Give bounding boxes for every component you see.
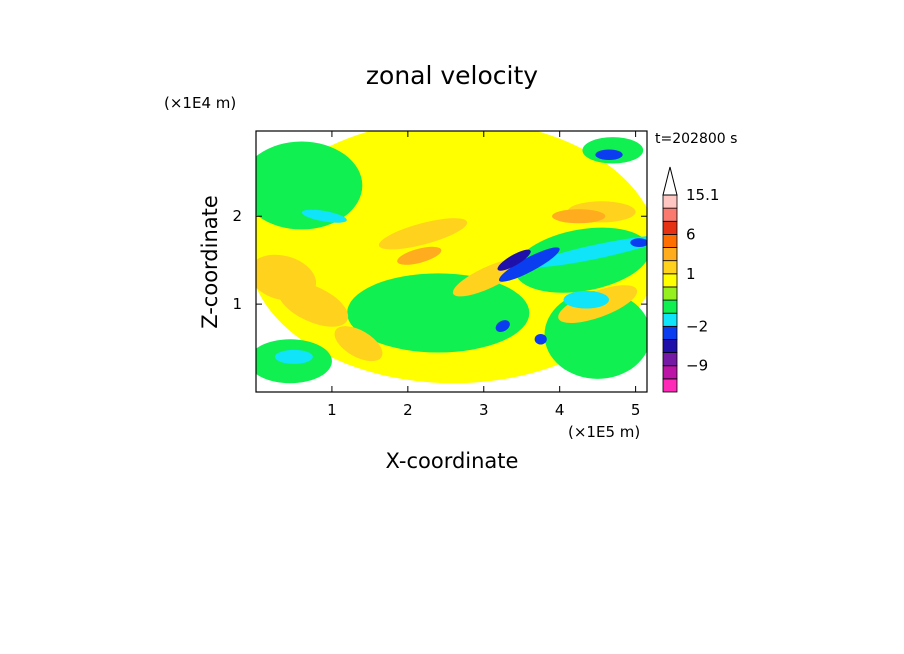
y-axis-label: Z-coordinate [198,195,222,329]
colorbar-extend-arrow [662,166,678,196]
y-tick-label-0: 1 [232,295,242,313]
field-region-12 [378,218,468,250]
colorbar-swatch-7 [662,286,678,301]
colorbar-swatch-4 [662,325,678,340]
colorbar-label-4: −9 [686,357,708,375]
field-region-8 [334,326,383,362]
colorbar-swatch-13 [662,207,678,222]
colorbar-swatch-14 [662,194,678,209]
colorbar-label-3: −2 [686,317,708,335]
x-tick-label-2: 3 [479,401,489,419]
x-tick-label-1: 2 [403,401,413,419]
field-region-7 [277,281,349,327]
field-region-20 [595,149,623,161]
colorbar-swatch-8 [662,273,678,288]
colorbar-swatch-0 [662,378,678,393]
field-region-25 [274,349,313,364]
field-region-18 [498,247,560,282]
field-region-26 [563,290,610,309]
colorbar-swatch-3 [662,339,678,354]
field-region-24 [301,209,347,223]
x-tick-label-4: 5 [631,401,641,419]
time-label: t=202800 s [655,131,737,147]
y-unit-label: (×1E4 m) [164,94,236,112]
colorbar-swatch-9 [662,260,678,275]
x-tick-label-0: 1 [327,401,337,419]
colorbar-swatch-2 [662,352,678,367]
colorbar-swatch-1 [662,365,678,380]
field-region-13 [397,246,442,265]
velocity-field [256,131,647,384]
field-region-2 [347,273,530,353]
y-tick-label-1: 2 [232,207,242,225]
chart-title: zonal velocity [366,61,538,90]
colorbar: 15.1 6 1 −2 −9 [662,166,719,393]
field-region-15 [423,150,484,195]
field-region-22 [495,320,510,333]
y-axis: 12 [232,207,647,313]
x-axis-label: X-coordinate [386,449,519,473]
colorbar-label-0: 15.1 [686,186,719,204]
x-unit-label: (×1E5 m) [568,423,640,441]
field-region-23 [534,334,547,345]
colorbar-label-2: 1 [686,265,696,283]
field-region-19 [497,249,531,271]
plot-frame [255,130,648,393]
colorbar-swatch-12 [662,220,678,235]
field-region-21 [630,238,647,247]
colorbar-swatch-6 [662,299,678,314]
x-axis: 1 2 3 4 5 [327,131,640,419]
colorbar-swatch-11 [662,233,678,248]
colorbar-swatch-5 [662,312,678,327]
field-region-14 [552,209,606,224]
colorbar-swatch-10 [662,247,678,262]
colorbar-label-1: 6 [686,225,696,243]
field-region-1 [256,141,363,230]
x-tick-label-3: 4 [555,401,565,419]
